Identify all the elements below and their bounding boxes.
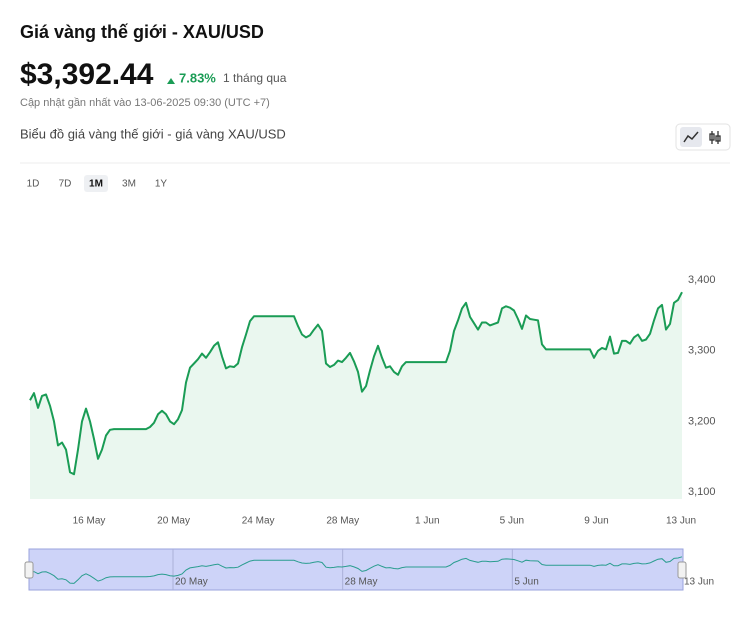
price: $3,392.44 bbox=[20, 58, 154, 91]
range-button[interactable]: 7D bbox=[59, 179, 72, 190]
y-tick-label: 3,100 bbox=[688, 486, 716, 498]
x-tick-label: 13 Jun bbox=[666, 516, 696, 527]
navigator-handle[interactable] bbox=[677, 561, 687, 579]
page-title: Giá vàng thế giới - XAU/USD bbox=[20, 22, 264, 42]
range-button[interactable]: 1Y bbox=[155, 179, 168, 190]
navigator-label: 13 Jun bbox=[684, 577, 714, 588]
line-mode-button[interactable] bbox=[680, 127, 702, 147]
chart-title: Biểu đồ giá vàng thế giới - giá vàng XAU… bbox=[20, 126, 286, 141]
x-tick-label: 20 May bbox=[157, 516, 190, 527]
y-tick-label: 3,200 bbox=[688, 415, 716, 427]
y-tick-label: 3,400 bbox=[688, 274, 716, 286]
navigator[interactable] bbox=[28, 548, 684, 591]
range-button[interactable]: 3M bbox=[122, 179, 136, 190]
navigator-line bbox=[29, 556, 683, 584]
y-tick-label: 3,300 bbox=[688, 345, 716, 357]
change-period: 1 tháng qua bbox=[223, 71, 287, 85]
range-button[interactable]: 1D bbox=[27, 179, 40, 190]
range-button[interactable]: 1M bbox=[89, 179, 103, 190]
navigator-label: 28 May bbox=[345, 577, 378, 588]
x-tick-label: 9 Jun bbox=[584, 516, 608, 527]
price-change: 7.83% bbox=[179, 70, 216, 85]
range-button-active[interactable] bbox=[84, 175, 108, 192]
x-tick-label: 5 Jun bbox=[500, 516, 524, 527]
price-line bbox=[29, 291, 683, 476]
x-tick-label: 28 May bbox=[326, 516, 359, 527]
x-tick-label: 24 May bbox=[242, 516, 275, 527]
candle-mode-button[interactable] bbox=[709, 131, 721, 144]
navigator-label: 5 Jun bbox=[514, 577, 538, 588]
navigator-label: 20 May bbox=[175, 577, 208, 588]
line-icon bbox=[683, 131, 699, 143]
area bbox=[30, 292, 682, 499]
x-tick-label: 1 Jun bbox=[415, 516, 439, 527]
updated-time: Cập nhật gần nhất vào 13-06-2025 09:30 (… bbox=[20, 97, 270, 109]
x-tick-label: 16 May bbox=[73, 516, 106, 527]
navigator-handle[interactable] bbox=[24, 561, 34, 579]
up-arrow bbox=[167, 78, 175, 84]
